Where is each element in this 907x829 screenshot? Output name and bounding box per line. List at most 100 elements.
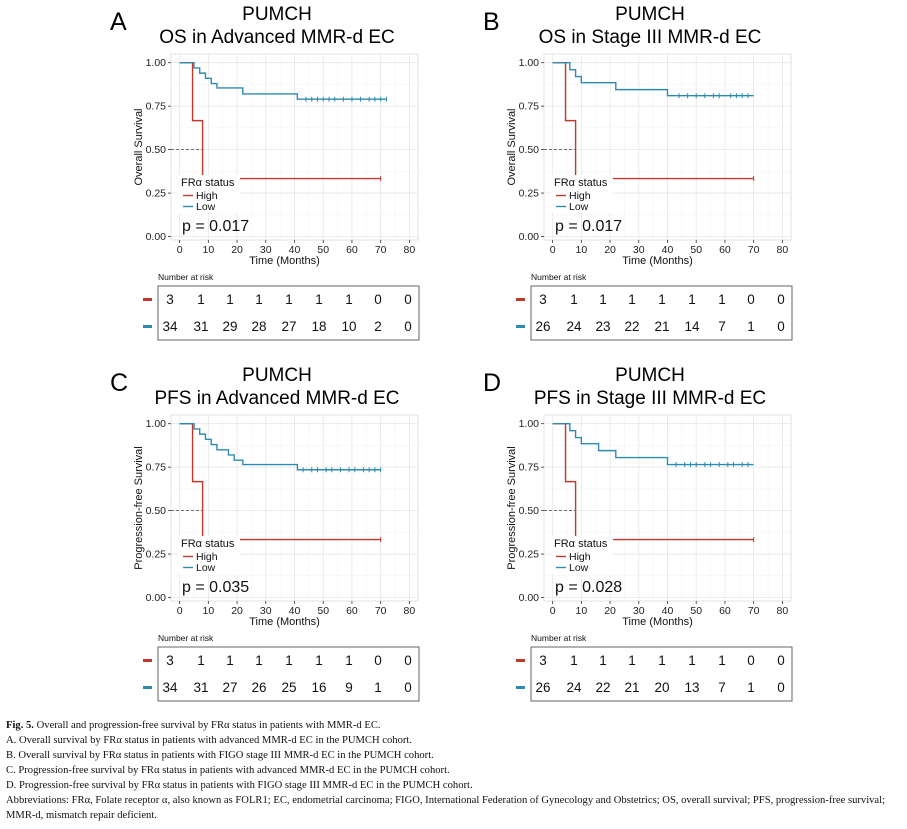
x-axis: 0 10 20 30 40 50 60 70 80 <box>550 601 788 617</box>
risk-cell-low: 13 <box>684 680 699 695</box>
risk-cell-low: 0 <box>777 319 785 334</box>
x-tick-label: 40 <box>662 244 674 256</box>
y-tick-label: 0.50 <box>146 505 167 517</box>
risk-cell-high: 0 <box>374 292 382 307</box>
y-tick-label: 0.50 <box>519 505 540 517</box>
risk-cell-low: 2 <box>374 319 382 334</box>
risk-cell-high: 1 <box>315 292 323 307</box>
x-tick-label: 40 <box>662 605 674 617</box>
x-tick-label: 10 <box>575 244 587 256</box>
legend-label-low: Low <box>196 201 216 213</box>
risk-table-heading: Number at risk <box>158 633 214 643</box>
caption-fig-label: Fig. 5. <box>6 720 34 731</box>
x-tick-label: 30 <box>633 244 645 256</box>
risk-cell-low: 24 <box>566 680 582 695</box>
risk-table-box <box>157 285 420 341</box>
risk-cell-low: 1 <box>747 319 755 334</box>
risk-cell-low: 1 <box>747 680 755 695</box>
panel-title: PFS in Advanced MMR-d EC <box>155 388 400 409</box>
p-value: p = 0.028 <box>555 579 622 596</box>
y-tick-label: 0.50 <box>146 144 167 156</box>
risk-cell-low: 20 <box>654 680 669 695</box>
risk-cell-high: 1 <box>658 292 666 307</box>
panel-title-cohort: PUMCH <box>615 365 685 386</box>
gridlines <box>544 54 791 240</box>
panel-letter: C <box>110 369 128 397</box>
y-tick-label: 0.00 <box>146 231 167 243</box>
x-tick-label: 70 <box>748 605 760 617</box>
risk-table-box <box>530 285 793 341</box>
risk-cell-low: 22 <box>595 680 610 695</box>
x-tick-label: 20 <box>231 605 243 617</box>
x-tick-label: 80 <box>777 244 789 256</box>
x-tick-label: 10 <box>575 605 587 617</box>
km-curve-low <box>552 422 754 466</box>
y-tick-label: 0.75 <box>146 101 167 113</box>
risk-cell-low: 9 <box>345 680 353 695</box>
x-tick-label: 70 <box>748 244 760 256</box>
risk-cell-high: 1 <box>628 292 636 307</box>
risk-cell-low: 26 <box>535 680 550 695</box>
y-tick-label: 0.75 <box>519 101 540 113</box>
gridlines <box>171 415 418 601</box>
risk-cell-low: 28 <box>251 319 266 334</box>
risk-cell-low: 7 <box>718 319 726 334</box>
x-tick-label: 20 <box>604 244 616 256</box>
y-axis-title: Progression-free Survival <box>506 446 518 570</box>
risk-cell-low: 26 <box>251 680 266 695</box>
risk-cell-low: 27 <box>281 319 296 334</box>
legend-title: FRα status <box>181 538 235 550</box>
risk-cell-high: 1 <box>658 653 666 668</box>
x-tick-label: 40 <box>289 605 301 617</box>
risk-cell-low: 10 <box>341 319 356 334</box>
risk-table-heading: Number at risk <box>531 272 587 282</box>
p-value: p = 0.017 <box>182 218 249 235</box>
risk-cell-low: 16 <box>311 680 326 695</box>
legend-label-high: High <box>196 551 218 563</box>
legend-title: FRα status <box>181 177 235 189</box>
y-axis-title: Overall Survival <box>506 108 518 185</box>
x-tick-label: 60 <box>719 605 731 617</box>
x-tick-label: 10 <box>202 244 214 256</box>
x-tick-label: 50 <box>690 244 702 256</box>
risk-cell-high: 0 <box>747 292 755 307</box>
p-value: p = 0.017 <box>555 218 622 235</box>
km-curve-low <box>179 61 387 100</box>
risk-cell-high: 1 <box>599 292 607 307</box>
x-axis: 0 10 20 30 40 50 60 70 80 <box>177 601 416 617</box>
series-low <box>179 61 387 102</box>
x-tick-label: 80 <box>404 605 416 617</box>
risk-cell-low: 22 <box>624 319 639 334</box>
panel-title: OS in Stage III MMR-d EC <box>539 27 762 48</box>
y-tick-label: 0.00 <box>519 592 540 604</box>
risk-cell-high: 1 <box>345 653 353 668</box>
legend-label-high: High <box>569 190 591 202</box>
risk-cell-low: 29 <box>222 319 237 334</box>
x-axis-title: Time (Months) <box>249 255 320 267</box>
risk-cell-high: 1 <box>345 292 353 307</box>
x-tick-label: 60 <box>719 244 731 256</box>
x-axis-title: Time (Months) <box>622 255 693 267</box>
risk-table-box <box>157 646 420 702</box>
y-tick-label: 0.75 <box>146 462 167 474</box>
legend-label-low: Low <box>569 201 589 213</box>
risk-cell-low: 24 <box>566 319 582 334</box>
x-axis-title: Time (Months) <box>249 616 320 628</box>
risk-cell-high: 0 <box>747 653 755 668</box>
risk-cell-high: 1 <box>226 653 234 668</box>
caption-line-a: A. Overall survival by FRα status in pat… <box>6 735 413 746</box>
x-tick-label: 0 <box>550 244 556 256</box>
risk-cell-low: 21 <box>654 319 669 334</box>
risk-cell-high: 1 <box>599 653 607 668</box>
caption-line-b: B. Overall survival by FRα status in pat… <box>6 750 434 761</box>
risk-table-box <box>530 646 793 702</box>
risk-cell-high: 1 <box>315 653 323 668</box>
